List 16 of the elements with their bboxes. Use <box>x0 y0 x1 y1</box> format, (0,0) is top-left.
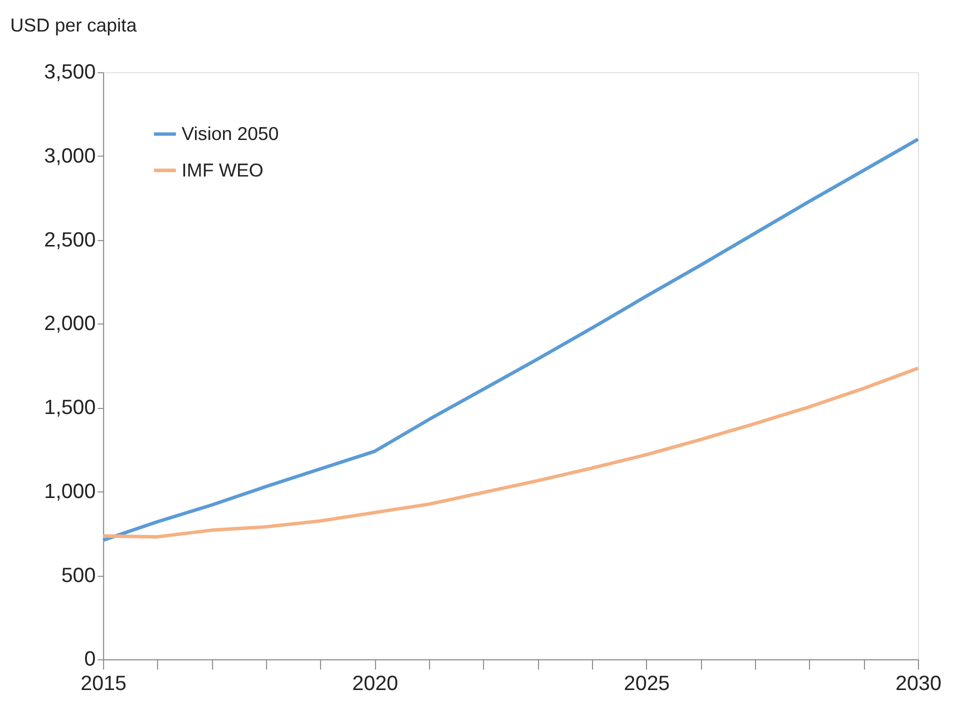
y-tick-label: 2,500 <box>44 228 96 252</box>
x-tick-label: 2015 <box>80 672 127 696</box>
y-tick-label: 3,500 <box>44 60 96 84</box>
y-tick-label: 2,000 <box>44 312 96 336</box>
y-tick-label: 1,500 <box>44 396 96 420</box>
legend-label: Vision 2050 <box>182 122 279 144</box>
x-tick-label: 2025 <box>624 672 670 696</box>
y-tick-label: 500 <box>61 564 96 587</box>
y-tick-label: 0 <box>84 648 96 671</box>
x-tick-label: 2030 <box>896 672 942 696</box>
y-axis-title: USD per capita <box>10 14 138 36</box>
legend-label: IMF WEO <box>182 159 264 180</box>
x-tick-label: 2020 <box>352 672 398 696</box>
line-series <box>101 366 920 539</box>
y-tick-label: 1,000 <box>44 480 96 503</box>
y-tick-label: 3,000 <box>44 144 96 168</box>
